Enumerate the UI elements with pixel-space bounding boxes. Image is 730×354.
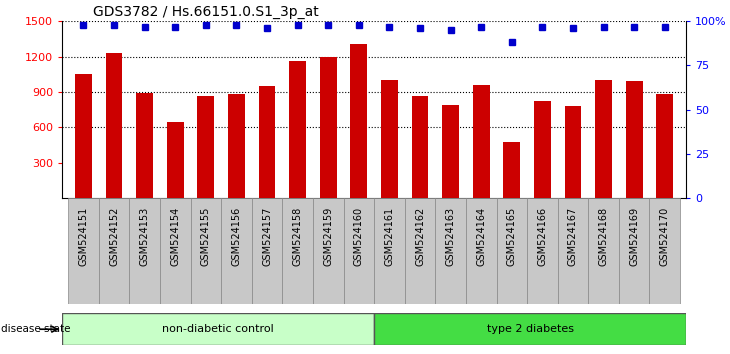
Bar xyxy=(129,198,160,304)
Text: GSM524163: GSM524163 xyxy=(445,207,456,266)
Text: GSM524164: GSM524164 xyxy=(476,207,486,266)
Bar xyxy=(656,95,673,198)
Text: GSM524160: GSM524160 xyxy=(354,207,364,266)
Text: GSM524155: GSM524155 xyxy=(201,207,211,266)
Bar xyxy=(588,198,619,304)
Text: GSM524159: GSM524159 xyxy=(323,207,333,266)
Bar xyxy=(75,74,92,198)
Text: GSM524169: GSM524169 xyxy=(629,207,639,266)
Text: GSM524158: GSM524158 xyxy=(293,207,303,266)
Bar xyxy=(62,313,374,345)
Bar xyxy=(228,95,245,198)
Bar xyxy=(283,198,313,304)
Text: GSM524156: GSM524156 xyxy=(231,207,242,266)
Bar xyxy=(167,121,184,198)
Text: GDS3782 / Hs.66151.0.S1_3p_at: GDS3782 / Hs.66151.0.S1_3p_at xyxy=(93,5,319,19)
Text: GSM524157: GSM524157 xyxy=(262,207,272,266)
Bar xyxy=(558,198,588,304)
Bar xyxy=(289,61,306,198)
Bar xyxy=(564,106,581,198)
Bar xyxy=(626,81,642,198)
Text: GSM524152: GSM524152 xyxy=(109,207,119,266)
Text: GSM524151: GSM524151 xyxy=(78,207,88,266)
Bar xyxy=(650,198,680,304)
Text: GSM524153: GSM524153 xyxy=(139,207,150,266)
Bar xyxy=(221,198,252,304)
Bar xyxy=(137,93,153,198)
Bar xyxy=(435,198,466,304)
Bar xyxy=(191,198,221,304)
Bar xyxy=(374,198,404,304)
Bar xyxy=(99,198,129,304)
Text: non-diabetic control: non-diabetic control xyxy=(162,324,274,334)
Text: GSM524154: GSM524154 xyxy=(170,207,180,266)
Bar xyxy=(160,198,191,304)
Text: GSM524166: GSM524166 xyxy=(537,207,548,266)
Bar xyxy=(106,53,123,198)
Bar xyxy=(504,142,520,198)
Bar xyxy=(374,313,686,345)
Bar xyxy=(412,96,429,198)
Bar xyxy=(350,44,367,198)
Bar xyxy=(534,102,551,198)
Bar xyxy=(197,96,215,198)
Text: GSM524165: GSM524165 xyxy=(507,207,517,266)
Text: GSM524168: GSM524168 xyxy=(599,207,609,266)
Text: GSM524162: GSM524162 xyxy=(415,207,425,266)
Bar xyxy=(595,80,612,198)
Text: disease state: disease state xyxy=(1,324,70,334)
Text: GSM524170: GSM524170 xyxy=(660,207,670,266)
Bar xyxy=(320,57,337,198)
Bar xyxy=(381,80,398,198)
Bar xyxy=(496,198,527,304)
Bar xyxy=(252,198,283,304)
Bar xyxy=(527,198,558,304)
Bar xyxy=(313,198,344,304)
Bar xyxy=(404,198,435,304)
Bar xyxy=(442,105,459,198)
Text: type 2 diabetes: type 2 diabetes xyxy=(487,324,574,334)
Bar xyxy=(258,86,275,198)
Text: GSM524161: GSM524161 xyxy=(385,207,394,266)
Text: GSM524167: GSM524167 xyxy=(568,207,578,266)
Bar xyxy=(344,198,374,304)
Bar xyxy=(619,198,650,304)
Bar xyxy=(68,198,99,304)
Bar xyxy=(466,198,496,304)
Bar xyxy=(473,85,490,198)
